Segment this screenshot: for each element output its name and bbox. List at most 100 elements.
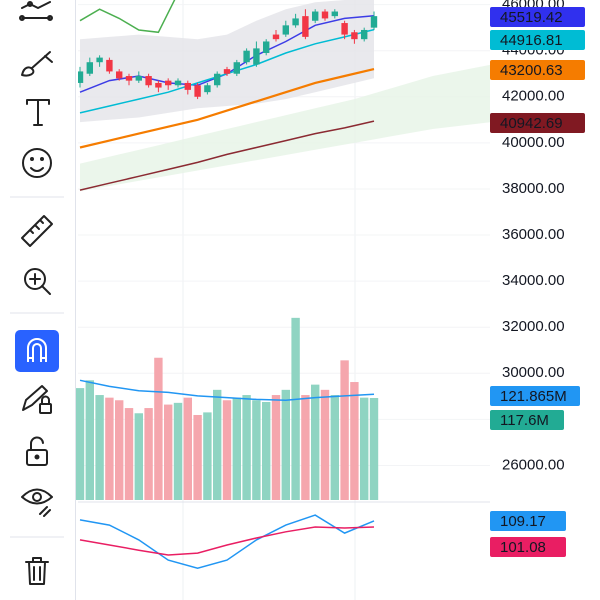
zoom-tool[interactable]	[24, 268, 51, 295]
band	[80, 0, 374, 123]
candle-body	[204, 85, 211, 93]
candle-body	[174, 80, 182, 86]
lock-tool[interactable]	[26, 436, 48, 466]
candle-body	[341, 23, 348, 35]
value-tags: 45519.42 44916.81 43200.63 40942.69 121.865M…	[490, 7, 585, 557]
pattern-tool[interactable]	[19, 0, 53, 21]
magnet-tool[interactable]	[15, 330, 59, 372]
volume-pane	[75, 317, 379, 500]
volume-bar	[340, 360, 349, 500]
volume-bar	[252, 400, 261, 500]
volume-bar	[105, 397, 114, 500]
candle-body	[106, 59, 113, 72]
volume-bar	[154, 357, 163, 500]
candle-body	[263, 41, 270, 53]
value-tag: 40942.69	[500, 115, 563, 132]
volume-bar	[95, 395, 104, 500]
volume-bar	[193, 414, 202, 500]
band	[80, 64, 490, 192]
oscillator-line	[79, 526, 375, 556]
candle-body	[370, 16, 378, 28]
magnet-icon	[27, 338, 47, 362]
volume-bar	[115, 400, 124, 500]
price-pane	[78, 0, 490, 192]
candle-body	[155, 82, 162, 88]
candle-body	[135, 76, 142, 81]
text-tool[interactable]	[26, 99, 50, 126]
volume-bar	[350, 382, 359, 500]
value-tag: 109.17	[500, 513, 546, 530]
volume-bar	[173, 402, 183, 500]
oscillator-pane	[79, 514, 375, 569]
candle-body	[312, 11, 319, 21]
volume-bar	[271, 395, 281, 500]
indicator-line	[79, 68, 375, 149]
magnet-active-bg	[15, 330, 59, 372]
volume-bar	[360, 397, 369, 500]
value-tag: 117.6M	[500, 412, 549, 429]
y-tick-label: 32000.00	[502, 318, 565, 335]
volume-bar	[242, 395, 251, 500]
y-tick-label: 30000.00	[502, 364, 565, 381]
candle-body	[116, 71, 123, 79]
candle-body	[243, 50, 250, 63]
candle-body	[331, 11, 338, 17]
lock-drawings-tool[interactable]	[22, 385, 52, 414]
volume-bar	[134, 413, 143, 500]
y-tick-label: 34000.00	[502, 272, 565, 289]
candle-body	[223, 69, 231, 74]
volume-bar	[75, 388, 85, 500]
candle-body	[302, 16, 309, 37]
value-tag: 45519.42	[500, 9, 563, 26]
value-tag: 44916.81	[500, 32, 563, 49]
candle-body	[272, 34, 280, 40]
volume-bar	[330, 395, 339, 500]
y-tick-label: 42000.00	[502, 88, 565, 105]
volume-bar	[369, 397, 379, 500]
value-tag: 121.865M	[500, 388, 567, 405]
brush-tool[interactable]	[21, 51, 53, 77]
candle-body	[292, 18, 299, 26]
volume-bar	[183, 397, 192, 500]
candle-body	[361, 29, 368, 40]
candle-body	[145, 76, 152, 86]
volume-bar	[203, 412, 212, 500]
visibility-tool[interactable]	[21, 488, 53, 517]
volume-bar	[232, 397, 241, 500]
candle-body	[165, 80, 172, 86]
volume-ma-line	[79, 379, 375, 401]
y-tick-label: 36000.00	[502, 226, 565, 243]
volume-bar	[85, 380, 94, 500]
candle-body	[78, 71, 84, 83]
value-tag-bg	[490, 386, 580, 406]
candle-body	[214, 73, 221, 86]
candle-body	[96, 57, 103, 63]
y-tick-label: 40000.00	[502, 134, 565, 151]
value-tag-bg	[490, 60, 585, 80]
toolbar-bg	[0, 0, 75, 600]
candle-body	[233, 62, 240, 74]
value-tag-bg	[490, 410, 564, 430]
candle-body	[321, 11, 329, 19]
emoji-tool[interactable]	[22, 148, 52, 178]
ruler-tool[interactable]	[21, 215, 53, 247]
volume-bar	[281, 389, 290, 500]
indicator-line	[79, 0, 176, 34]
value-tag-bg	[490, 30, 585, 50]
volume-bar	[262, 401, 271, 500]
volume-bar	[213, 389, 222, 500]
candle-body	[194, 85, 201, 97]
candle-body	[86, 62, 93, 74]
y-tick-label: 26000.00	[502, 456, 565, 473]
toolbar	[0, 0, 76, 600]
delete-tool[interactable]	[25, 557, 49, 585]
volume-bar	[124, 408, 134, 500]
value-tag: 101.08	[500, 539, 546, 556]
value-tag-bg	[490, 113, 585, 133]
value-tag-bg	[490, 511, 566, 531]
volume-bar	[301, 395, 310, 500]
indicator-line	[79, 120, 375, 191]
value-tag-bg	[490, 537, 566, 557]
candle-body	[351, 32, 358, 40]
volume-bar	[291, 317, 300, 500]
